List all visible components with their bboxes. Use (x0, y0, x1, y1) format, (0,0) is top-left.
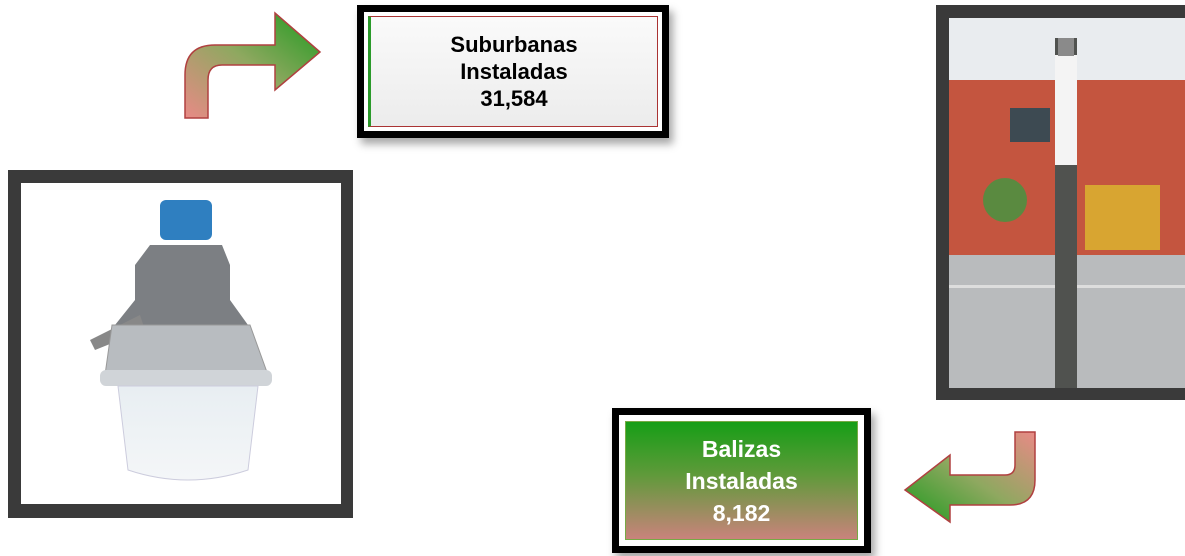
stat-content: Suburbanas Instaladas 31,584 (368, 16, 658, 127)
stat-content: Balizas Instaladas 8,182 (625, 421, 858, 540)
stat-box: Balizas Instaladas 8,182 (612, 408, 871, 553)
lamp-photo (8, 170, 353, 518)
arrow (185, 13, 320, 118)
stat-label: Instaladas (460, 58, 568, 85)
stat-label: Instaladas (685, 465, 798, 497)
street-photo (936, 5, 1185, 400)
slide: Suburbanas Instaladas 31,584 Balizas Ins… (0, 0, 1185, 556)
stat-box: Suburbanas Instaladas 31,584 (357, 5, 669, 138)
stat-value: 31,584 (480, 85, 547, 112)
stat-value: 8,182 (713, 497, 771, 529)
stat-label: Balizas (702, 433, 781, 465)
stat-label: Suburbanas (450, 31, 577, 58)
arrow (905, 432, 1035, 522)
